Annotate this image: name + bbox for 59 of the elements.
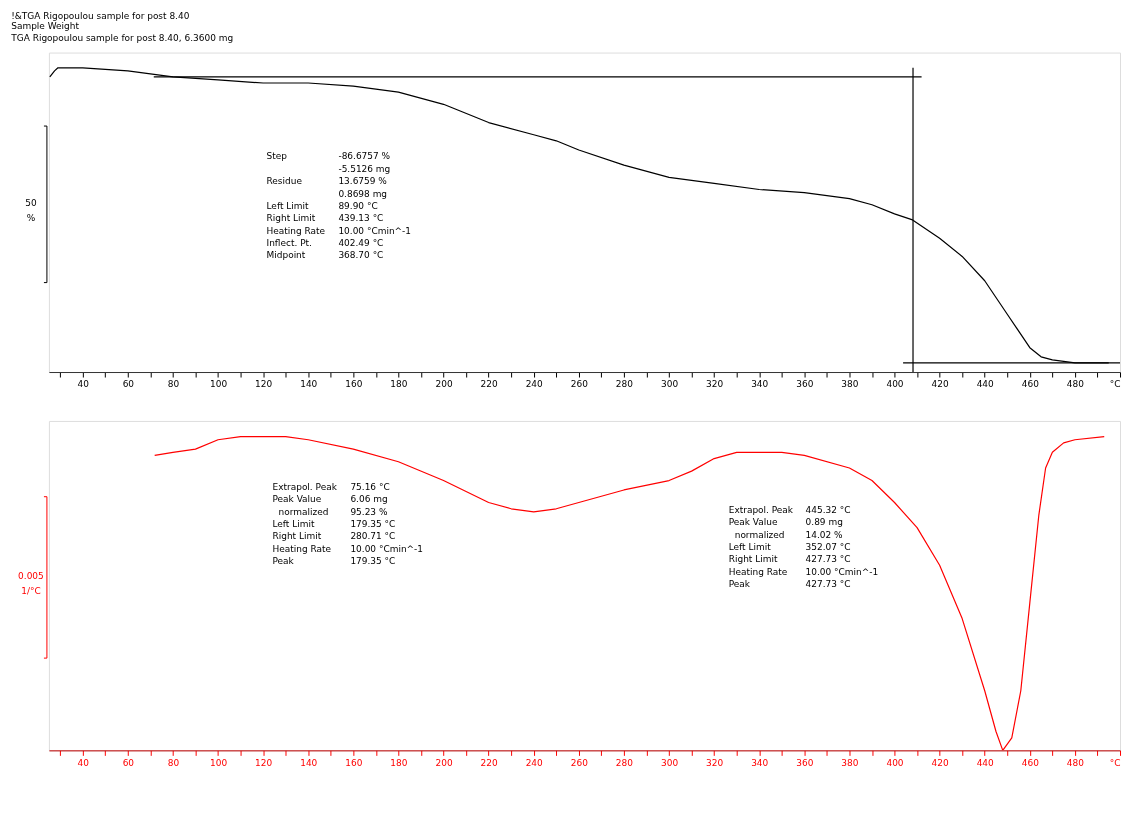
x-tick-label: 300 (660, 757, 679, 768)
x-tick-label: 440 (976, 379, 995, 390)
x-tick-label: 460 (1021, 379, 1040, 390)
x-tick-label: 160 (345, 757, 363, 768)
x-tick-label: 340 (751, 379, 769, 390)
x-tick-label: 200 (435, 757, 453, 768)
y-axis-title: 0.005 1/°C (18, 570, 44, 596)
x-tick-label: 480 (1066, 379, 1085, 390)
x-tick-label: 420 (931, 757, 949, 768)
x-tick-label: 480 (1066, 757, 1085, 768)
x-tick-label: 40 (77, 379, 90, 390)
annotation: 445.32 °C 0.89 mg 14.02 % 352.07 °C 427.73 °C 10.00 °Cmin^-1 427.73 °C (805, 504, 879, 590)
y-axis-title: 50 % (25, 197, 37, 223)
x-tick-label: 180 (390, 757, 408, 768)
x-tick-label: 400 (886, 379, 904, 390)
x-tick-label: 40 (77, 757, 90, 768)
x-tick-label: 320 (706, 757, 724, 768)
annotation: Extrapol. Peak Peak Value normalized Left Limit Right Limit Heating Rate Peak (272, 481, 338, 567)
x-tick-label: 320 (706, 379, 724, 390)
x-tick-label: 260 (570, 757, 589, 768)
x-tick-label: 200 (435, 379, 453, 390)
x-tick-label: 140 (300, 757, 318, 768)
x-tick-label: 400 (886, 757, 904, 768)
x-tick-label: 220 (480, 379, 498, 390)
x-tick-label: °C (1109, 379, 1121, 390)
x-tick-label: 440 (976, 757, 995, 768)
x-tick-label: 360 (796, 379, 814, 390)
x-tick-label: 360 (796, 757, 814, 768)
x-tick-label: 220 (480, 757, 498, 768)
x-tick-label: 240 (525, 379, 544, 390)
x-tick-label: 340 (751, 757, 769, 768)
annotation: 75.16 °C 6.06 mg 95.23 % 179.35 °C 280.71 °C 10.00 °Cmin^-1 179.35 °C (350, 481, 424, 567)
x-tick-label: °C (1109, 757, 1121, 768)
x-tick-label: 240 (525, 757, 544, 768)
x-tick-label: 100 (209, 379, 228, 390)
x-tick-label: 120 (255, 757, 273, 768)
x-tick-label: 460 (1021, 757, 1040, 768)
x-tick-label: 380 (841, 757, 859, 768)
x-tick-label: 300 (660, 379, 679, 390)
x-tick-label: 60 (122, 379, 135, 390)
x-tick-label: 140 (300, 379, 318, 390)
x-tick-label: 180 (390, 379, 408, 390)
text: Sample Weight (11, 20, 79, 31)
chart-title: !&TGA Rigopoulou sample for post 8.40 (11, 10, 190, 21)
x-tick-label: 160 (345, 379, 363, 390)
x-tick-label: 60 (122, 757, 135, 768)
text: Step Residue Left Limit Right Limit Heating Rate Inflect. Pt. Midpoint (266, 151, 326, 261)
x-tick-label: 80 (167, 757, 180, 768)
x-tick-label: 260 (570, 379, 589, 390)
text: -86.6757 % -5.5126 mg 13.6759 % 0.8698 mg 89.90 °C 439.13 °C 10.00 °Cmin^-1 402.49 °C 368.70 °C (338, 151, 412, 261)
x-tick-label: 420 (931, 379, 949, 390)
annotation: Extrapol. Peak Peak Value normalized Left Limit Right Limit Heating Rate Peak (728, 504, 794, 590)
x-tick-label: 380 (841, 379, 859, 390)
x-tick-label: 100 (209, 757, 228, 768)
x-tick-label: 80 (167, 379, 180, 390)
text: TGA Rigopoulou sample for post 8.40, 6.3600 mg (11, 32, 234, 43)
x-tick-label: 280 (615, 757, 634, 768)
x-tick-label: 280 (615, 379, 634, 390)
x-tick-label: 120 (255, 379, 273, 390)
